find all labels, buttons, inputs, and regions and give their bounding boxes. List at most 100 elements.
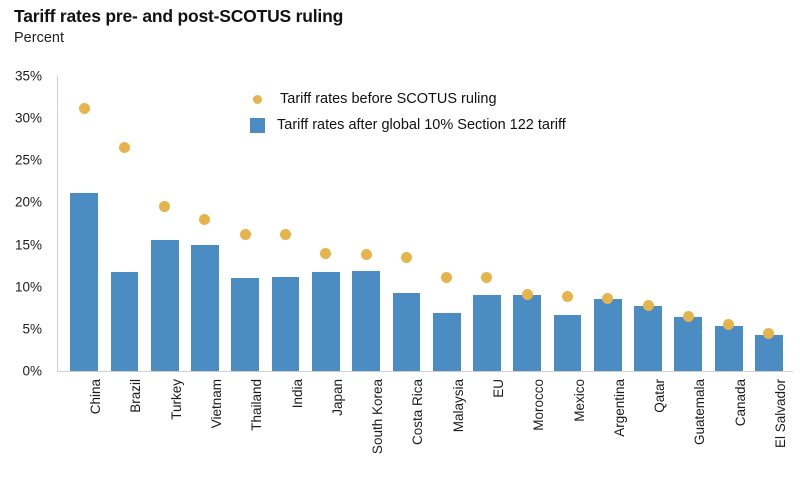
x-axis-tick-label: El Salvador (772, 379, 788, 449)
y-axis-tick-label: 20% (14, 194, 42, 210)
chart-column[interactable] (427, 76, 467, 371)
x-axis-tick-label: Brazil (128, 379, 144, 413)
y-axis-tick-label: 0% (22, 363, 42, 379)
chart-column[interactable] (467, 76, 507, 371)
bar-after-ruling[interactable] (70, 193, 99, 371)
bar-after-ruling[interactable] (473, 295, 501, 371)
legend-label-before: Tariff rates before SCOTUS ruling (280, 91, 497, 107)
y-axis-tick-label: 30% (14, 110, 42, 126)
bar-series-group (58, 76, 793, 371)
chart-column[interactable] (64, 76, 104, 371)
x-axis-tick-label: EU (490, 379, 506, 398)
x-axis-tick-label: Morocco (531, 379, 547, 431)
x-axis-label-cell: Canada (708, 373, 748, 478)
bar-after-ruling[interactable] (634, 306, 662, 371)
chart-column[interactable] (185, 76, 225, 371)
bar-after-ruling[interactable] (191, 245, 219, 371)
bar-after-ruling[interactable] (271, 277, 300, 371)
dot-before-ruling[interactable] (441, 271, 453, 283)
chart-column[interactable] (265, 76, 305, 371)
chart-column[interactable] (104, 76, 144, 371)
x-axis-tick-label: Qatar (652, 379, 668, 413)
dot-before-ruling[interactable] (723, 319, 735, 331)
chart-column[interactable] (145, 76, 185, 371)
legend-dot-marker-icon (253, 94, 262, 104)
chart-column[interactable] (386, 76, 426, 371)
x-axis-label-cell: Mexico (546, 373, 587, 478)
legend-square-marker-icon (250, 117, 265, 133)
dot-before-ruling[interactable] (280, 228, 292, 240)
x-axis-tick-label: Mexico (571, 379, 587, 422)
bar-after-ruling[interactable] (593, 299, 622, 371)
dot-before-ruling[interactable] (562, 291, 574, 303)
dot-before-ruling[interactable] (320, 248, 332, 260)
dot-before-ruling[interactable] (159, 201, 171, 213)
x-axis-tick-label: Thailand (249, 379, 265, 431)
bar-after-ruling[interactable] (231, 278, 260, 371)
x-axis-label-cell: Costa Rica (385, 373, 425, 478)
chart-column[interactable] (547, 76, 587, 371)
x-axis-tick-label: Canada (732, 379, 748, 427)
x-axis-label-cell: Qatar (627, 373, 667, 478)
bar-after-ruling[interactable] (392, 293, 421, 371)
x-axis-label-cell: Morocco (506, 373, 546, 478)
dot-before-ruling[interactable] (360, 249, 372, 261)
bar-after-ruling[interactable] (150, 240, 179, 371)
chart-column[interactable] (346, 76, 386, 371)
x-axis-tick-label: Vietnam (208, 379, 224, 429)
x-axis-tick-label: Argentina (611, 379, 627, 437)
x-axis-label-cell: Brazil (103, 373, 143, 478)
x-axis-label-cell: India (264, 373, 305, 478)
legend-item-before[interactable]: Tariff rates before SCOTUS ruling (250, 86, 566, 112)
chart-column[interactable] (306, 76, 346, 371)
chart-column[interactable] (588, 76, 628, 371)
bar-after-ruling[interactable] (553, 315, 582, 371)
x-axis-tick-label: Malaysia (450, 379, 466, 433)
bar-after-ruling[interactable] (755, 334, 783, 371)
bar-after-ruling[interactable] (311, 271, 340, 371)
bar-after-ruling[interactable] (674, 317, 703, 371)
x-axis-label-cell: Malaysia (426, 373, 466, 478)
bar-after-ruling[interactable] (110, 271, 139, 371)
chart-column[interactable] (628, 76, 668, 371)
x-axis-label-cell: EU (466, 373, 506, 478)
x-axis-label-cell: El Salvador (748, 373, 788, 478)
bar-after-ruling[interactable] (714, 325, 743, 371)
chart-column[interactable] (507, 76, 547, 371)
x-axis-label-cell: Turkey (144, 373, 184, 478)
legend-item-after[interactable]: Tariff rates after global 10% Section 12… (250, 112, 566, 138)
chart-legend: Tariff rates before SCOTUS ruling Tariff… (250, 86, 566, 138)
x-axis-tick-label: China (88, 379, 104, 415)
dot-before-ruling[interactable] (481, 271, 493, 283)
bar-after-ruling[interactable] (432, 312, 461, 371)
legend-label-after: Tariff rates after global 10% Section 12… (277, 117, 566, 133)
dot-before-ruling[interactable] (78, 103, 90, 115)
dot-before-ruling[interactable] (199, 213, 211, 225)
bar-after-ruling[interactable] (513, 295, 542, 371)
dot-before-ruling[interactable] (400, 251, 412, 263)
x-axis-label-cell: Thailand (224, 373, 264, 478)
chart-column[interactable] (709, 76, 749, 371)
x-axis-tick-label: Japan (329, 379, 345, 416)
dot-before-ruling[interactable] (239, 228, 251, 240)
y-axis-tick-label: 5% (22, 321, 42, 337)
y-axis-tick-label: 15% (14, 237, 42, 253)
chart-column[interactable] (668, 76, 708, 371)
dot-before-ruling[interactable] (602, 293, 614, 304)
x-axis-label-cell: Argentina (587, 373, 627, 478)
dot-before-ruling[interactable] (521, 288, 533, 300)
dot-before-ruling[interactable] (682, 310, 694, 322)
chart-column[interactable] (749, 76, 789, 371)
dot-before-ruling[interactable] (763, 328, 775, 340)
x-axis-tick-label: Costa Rica (410, 379, 426, 446)
chart-subtitle: Percent (14, 30, 64, 46)
dot-before-ruling[interactable] (118, 142, 130, 154)
x-axis-label-cell: Guatemala (667, 373, 707, 478)
x-axis-labels: China Brazil Turkey Vietnam Thailand India Jap… (57, 373, 792, 478)
chart-column[interactable] (225, 76, 265, 371)
x-axis-tick-label: India (289, 379, 305, 409)
bar-after-ruling[interactable] (352, 270, 380, 371)
dot-before-ruling[interactable] (642, 299, 654, 311)
x-axis-label-cell: China (63, 373, 103, 478)
